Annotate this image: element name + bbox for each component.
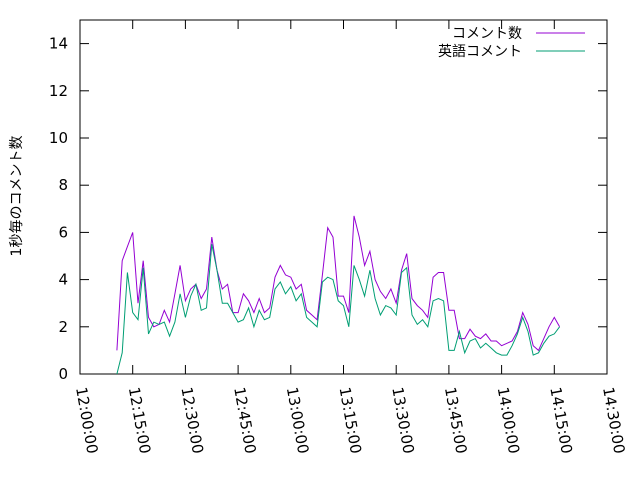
legend-label-1: 英語コメント xyxy=(438,43,522,60)
x-tick-label: 14:30:00 xyxy=(599,386,628,455)
y-axis-title: 1秒毎のコメント数 xyxy=(9,136,25,257)
y-tick-label: 12 xyxy=(49,82,68,100)
plot-frame xyxy=(79,19,608,375)
y-tick-label: 14 xyxy=(49,35,68,53)
x-tick-label: 13:00:00 xyxy=(283,386,312,455)
x-tick-label: 13:15:00 xyxy=(336,386,365,455)
y-tick-label: 2 xyxy=(58,318,68,336)
x-tick-label: 14:15:00 xyxy=(546,386,575,455)
plot-border xyxy=(79,19,608,375)
series-lines xyxy=(116,215,561,375)
x-tick-label: 12:15:00 xyxy=(125,386,154,455)
x-tick-label: 13:45:00 xyxy=(441,386,470,455)
y-tick-label: 8 xyxy=(58,176,68,194)
y-tick-label: 0 xyxy=(58,365,68,383)
series-line-0 xyxy=(116,215,561,352)
legend-label-0: コメント数 xyxy=(452,26,522,42)
y-tick-label: 10 xyxy=(49,129,68,147)
x-tick-label: 12:30:00 xyxy=(177,386,206,455)
x-axis: 12:00:00 12:15:00 12:30:00 12:45:00 13:00:00… xyxy=(72,20,628,455)
y-tick-label: 4 xyxy=(58,271,68,289)
series-line-1 xyxy=(116,244,561,375)
y-axis: 0 2 4 6 8 10 12 14 xyxy=(49,35,607,383)
x-tick-label: 14:00:00 xyxy=(494,386,523,455)
x-tick-label: 12:45:00 xyxy=(230,386,259,455)
x-tick-label: 12:00:00 xyxy=(72,386,101,455)
x-tick-label: 13:30:00 xyxy=(388,386,417,455)
y-tick-label: 6 xyxy=(58,223,68,241)
